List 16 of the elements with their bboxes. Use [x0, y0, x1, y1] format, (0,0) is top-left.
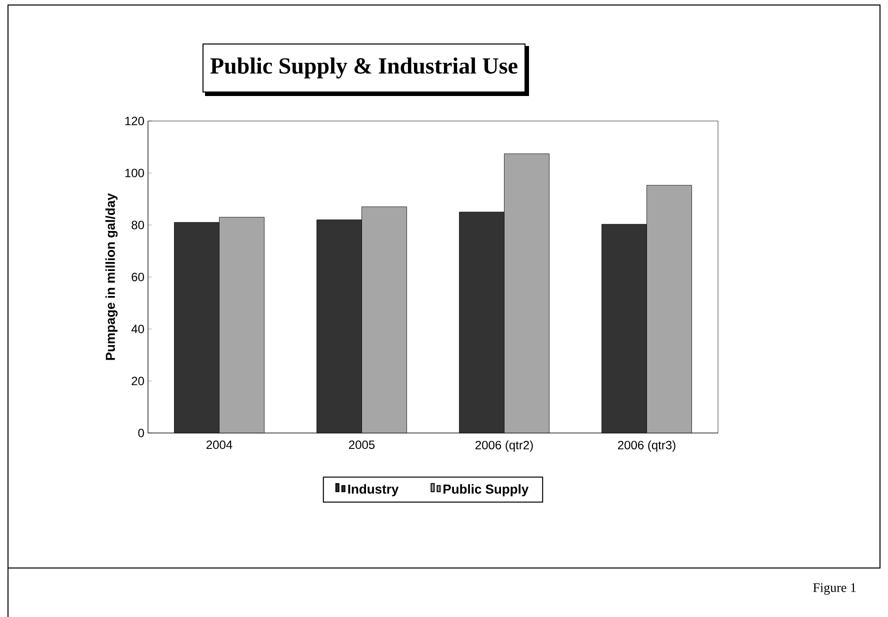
- y-tick-label: 40: [131, 324, 144, 334]
- y-axis-title: Pumpage in million gal/day: [105, 193, 118, 360]
- y-tick-label: 60: [132, 272, 144, 282]
- x-tick-label: 2006 (qtr3): [618, 440, 676, 452]
- legend-label: Industry: [348, 484, 399, 496]
- y-tick-label: 100: [125, 168, 144, 178]
- y-tick-label: 0: [138, 428, 144, 438]
- caption: Figure 1: [813, 583, 856, 595]
- y-tick-label: 20: [132, 376, 144, 386]
- legend-label: Public Supply: [444, 484, 529, 496]
- y-tick-label: 120: [125, 116, 144, 126]
- y-tick-label: 80: [132, 220, 144, 230]
- x-tick-label: 2005: [349, 440, 375, 450]
- chart-title: Public Supply & Industrial Use: [210, 58, 518, 78]
- x-tick-label: 2004: [206, 440, 232, 450]
- x-tick-label: 2006 (qtr2): [476, 440, 533, 452]
